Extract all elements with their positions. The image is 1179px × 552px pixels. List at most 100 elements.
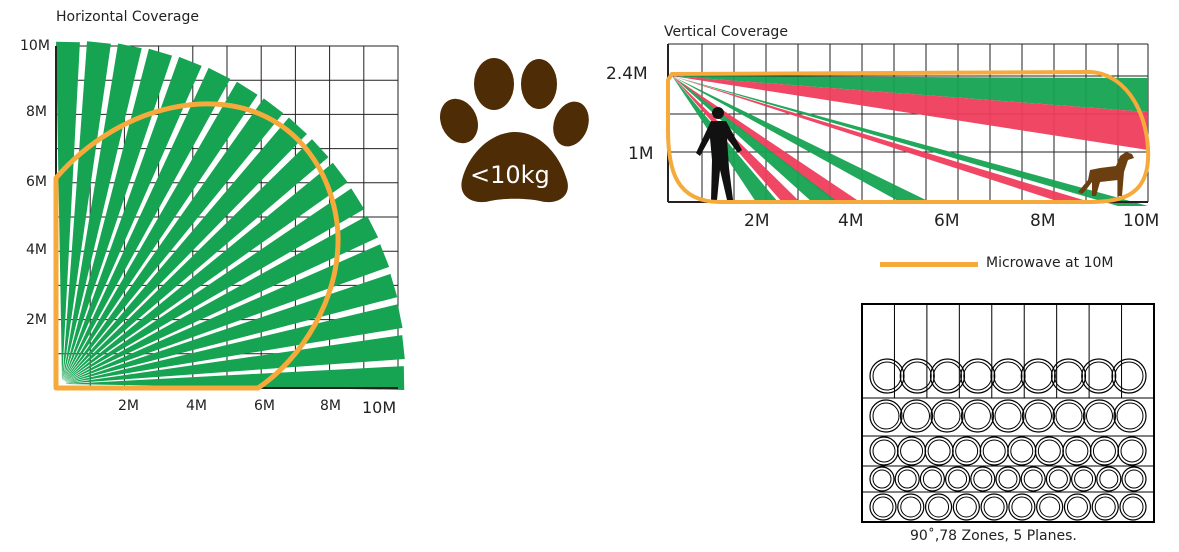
zone-circle (924, 493, 953, 521)
zone-circle (960, 358, 996, 394)
zone-circle-inner (1084, 361, 1114, 391)
zone-circle (990, 358, 1026, 394)
zone-circle-inner (922, 469, 942, 489)
zone-circle-inner (1092, 439, 1116, 463)
zone-circle (1081, 358, 1117, 394)
zone-circle (894, 466, 920, 492)
zone-circle (995, 466, 1021, 492)
zone-circle (1020, 358, 1056, 394)
zone-circle-inner (1010, 439, 1034, 463)
zone-circle-inner (964, 402, 991, 430)
zone-circle-inner (902, 361, 932, 391)
zone-circle (1082, 399, 1117, 433)
zone-circle (899, 399, 934, 433)
zone-circle-inner (1039, 496, 1061, 518)
zone-circle (869, 493, 897, 521)
zone-circle (1036, 493, 1064, 521)
zone-circle-inner (983, 496, 1005, 518)
v-detection-beam (672, 76, 930, 202)
zone-circle-inner (1124, 469, 1144, 489)
zone-circle-inner (982, 439, 1006, 463)
zone-circle-inner (1074, 469, 1094, 489)
v-y-tick-2-4m: 2.4M (606, 64, 648, 84)
zone-circle-inner (903, 402, 930, 430)
v-x-tick-6m: 6M (934, 211, 960, 231)
h-detection-beam (65, 335, 405, 384)
zone-circle-inner (933, 402, 961, 430)
h-detection-beam (65, 366, 405, 390)
v-detection-beam (672, 76, 1090, 202)
zone-circle-inner (1122, 496, 1144, 518)
h-x-tick-6m: 6M (254, 398, 275, 414)
pet-weight-label: <10kg (470, 161, 550, 189)
zone-circle (1117, 436, 1147, 466)
h-detection-beam (64, 98, 284, 381)
zone-circle-inner (900, 439, 924, 463)
person-silhouette-icon (696, 107, 742, 200)
zone-circle-inner (872, 469, 892, 489)
zone-circle-inner (872, 439, 896, 463)
zone-circle-inner (963, 361, 993, 391)
zone-circle-inner (1066, 496, 1088, 518)
zone-circle-inner (1099, 469, 1119, 489)
microwave-legend-swatch (880, 262, 978, 267)
h-microwave-coverage-outline (53, 101, 341, 391)
zone-circle-inner (1023, 361, 1053, 391)
zone-circle-inner (872, 402, 900, 430)
h-x-tick-10m: 10M (362, 398, 397, 417)
v-x-tick-8m: 8M (1030, 211, 1056, 231)
horizontal-coverage-title: Horizontal Coverage (56, 9, 200, 25)
zone-circle (929, 358, 966, 394)
v-microwave-coverage-outline (666, 69, 1151, 204)
v-y-tick-1m: 1M (628, 144, 654, 164)
zone-circle-inner (1048, 469, 1068, 489)
zone-circle-inner (900, 496, 922, 518)
zone-circle-inner (955, 439, 979, 463)
zone-circle-inner (872, 361, 902, 391)
zone-circle-inner (872, 496, 894, 518)
h-detection-beam (64, 81, 258, 381)
h-y-tick-2m: 2M (26, 312, 47, 328)
zone-circle-inner (998, 469, 1018, 489)
zone-circle (1063, 493, 1092, 521)
zone-circle-inner (1037, 439, 1061, 463)
zone-circle-inner (993, 361, 1023, 391)
zone-circle (899, 358, 935, 394)
h-detection-beam (65, 215, 379, 383)
zone-circle (991, 399, 1025, 433)
microwave-legend-label: Microwave at 10M (986, 255, 1114, 271)
zone-circle (1113, 399, 1147, 433)
h-detection-beam (63, 67, 231, 381)
zone-circle (1020, 466, 1046, 492)
v-x-tick-10m: 10M (1123, 211, 1160, 231)
h-detection-beam (65, 162, 348, 382)
h-y-tick-6m: 6M (26, 174, 47, 190)
h-detection-beam (65, 273, 398, 383)
zone-circle-inner (933, 361, 962, 391)
zone-circle-inner (994, 402, 1022, 430)
h-detection-beam (64, 139, 329, 382)
zone-circle (1021, 399, 1056, 433)
dog-silhouette-icon (1078, 152, 1134, 196)
zone-circle-inner (1120, 439, 1144, 463)
vertical-coverage-title: Vertical Coverage (664, 24, 788, 40)
zone-circle (1121, 466, 1147, 492)
zone-circle (1070, 466, 1097, 492)
zone-circle-inner (897, 469, 917, 489)
h-detection-beam (62, 41, 111, 381)
v-x-tick-4m: 4M (838, 211, 864, 231)
zone-circle-inner (928, 496, 950, 518)
zone-circle-inner (1025, 402, 1052, 430)
h-detection-beam (65, 188, 365, 382)
zone-circle (869, 466, 895, 492)
zone-circle (952, 493, 980, 521)
zone-circle-inner (927, 439, 951, 463)
h-detection-beam (64, 117, 307, 382)
zone-circle-inner (955, 496, 977, 518)
h-y-tick-10m: 10M (20, 38, 50, 54)
h-y-tick-4m: 4M (26, 242, 47, 258)
v-detection-beam (672, 76, 800, 202)
